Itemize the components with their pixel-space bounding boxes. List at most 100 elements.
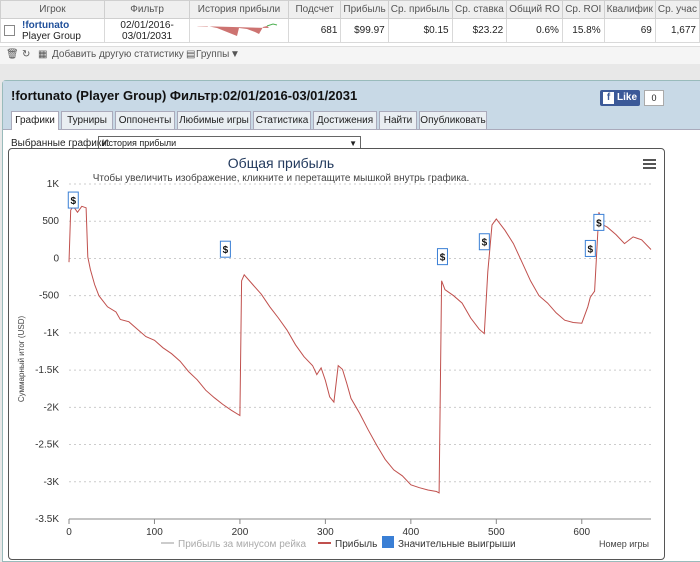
x-tick-label: 200 bbox=[232, 527, 249, 538]
svg-text:$: $ bbox=[596, 218, 602, 229]
menu-icon[interactable] bbox=[643, 159, 656, 169]
player-checkbox[interactable] bbox=[4, 25, 15, 36]
qualified-cell: 69 bbox=[603, 18, 656, 43]
col-header[interactable]: Фильтр bbox=[103, 0, 191, 19]
big-win-marker[interactable]: $ bbox=[436, 248, 448, 266]
player-cell: !fortunato Player Group bbox=[0, 18, 105, 43]
tab-tournaments[interactable]: Турниры bbox=[61, 111, 113, 129]
facebook-like-count: 0 bbox=[644, 90, 664, 106]
profit-chart-svg[interactable]: Общая прибыль Чтобы увеличить изображени… bbox=[9, 149, 664, 559]
groups-button[interactable]: Группы bbox=[196, 49, 230, 60]
y-axis-label: Суммарный итог (USD) bbox=[17, 316, 26, 403]
tab-favorite-games[interactable]: Любимые игры bbox=[177, 111, 251, 129]
x-axis-label: Номер игры bbox=[599, 539, 649, 549]
col-header[interactable]: Прибыль bbox=[340, 0, 389, 19]
col-header[interactable]: Ср. ROI bbox=[561, 0, 605, 19]
svg-text:$: $ bbox=[223, 245, 229, 256]
profit-cell: $99.97 bbox=[340, 18, 389, 43]
big-win-marker[interactable]: $ bbox=[478, 233, 490, 251]
svg-text:$: $ bbox=[440, 253, 446, 264]
col-header[interactable]: Ср. учас bbox=[654, 0, 700, 19]
x-tick-label: 0 bbox=[66, 527, 72, 538]
facebook-like-button[interactable]: f Like bbox=[600, 90, 640, 106]
col-header[interactable]: Квалифик bbox=[603, 0, 656, 19]
big-win-marker[interactable]: $ bbox=[219, 240, 231, 258]
table-row[interactable]: !fortunato Player Group 02/01/2016- 03/0… bbox=[0, 18, 700, 43]
y-tick-label: -3.5K bbox=[35, 514, 59, 525]
y-tick-label: -500 bbox=[39, 291, 59, 302]
facebook-like-label: Like bbox=[617, 92, 638, 103]
filter-end: 03/01/2031 bbox=[122, 30, 173, 42]
chart-series bbox=[68, 205, 652, 494]
x-tick-label: 600 bbox=[573, 527, 590, 538]
profit-chart[interactable]: Общая прибыль Чтобы увеличить изображени… bbox=[8, 148, 665, 560]
tab-achievements[interactable]: Достижения bbox=[313, 111, 377, 129]
y-tick-label: -1.5K bbox=[35, 365, 59, 376]
legend-rake[interactable]: Прибыль за минусом рейка bbox=[178, 538, 307, 550]
chart-title: Общая прибыль bbox=[228, 155, 334, 171]
avg-profit-cell: $0.15 bbox=[387, 18, 453, 43]
svg-text:$: $ bbox=[482, 238, 488, 249]
filter-start: 02/01/2016- bbox=[120, 19, 174, 31]
facebook-icon: f bbox=[603, 92, 614, 104]
chart-subtitle: Чтобы увеличить изображение, кликните и … bbox=[93, 172, 470, 184]
filter-cell: 02/01/2016- 03/01/2031 bbox=[103, 18, 191, 43]
table-header-row: Игрок Фильтр История прибыли Подсчет При… bbox=[0, 0, 700, 19]
col-header[interactable]: История прибыли bbox=[189, 0, 289, 19]
avg-stake-cell: $23.22 bbox=[451, 18, 508, 43]
legend-profit[interactable]: Прибыль bbox=[335, 538, 377, 550]
profit-sparkline bbox=[197, 23, 278, 36]
col-header[interactable]: Ср. ставка bbox=[451, 0, 508, 19]
col-header[interactable]: Ср. прибыль bbox=[387, 0, 453, 19]
total-roi-cell: 0.6% bbox=[506, 18, 563, 43]
tab-find[interactable]: Найти bbox=[379, 111, 417, 129]
refresh-icon[interactable]: ↻ bbox=[22, 49, 31, 60]
x-tick-label: 500 bbox=[488, 527, 505, 538]
x-tick-label: 300 bbox=[317, 527, 334, 538]
y-tick-label: 1K bbox=[47, 179, 60, 190]
big-win-marker[interactable]: $ bbox=[593, 213, 605, 231]
tab-opponents[interactable]: Оппоненты bbox=[115, 111, 175, 129]
panel-title: !fortunato (Player Group) Фильтр:02/01/2… bbox=[11, 88, 358, 103]
big-win-marker[interactable]: $ bbox=[67, 191, 79, 209]
col-header[interactable]: Общий RO bbox=[506, 0, 563, 19]
stats-table-area: Игрок Фильтр История прибыли Подсчет При… bbox=[0, 0, 700, 64]
y-tick-label: -1K bbox=[43, 328, 59, 339]
y-tick-label: 500 bbox=[42, 216, 59, 227]
avg-entrants-cell: 1,677 bbox=[654, 18, 700, 43]
x-tick-label: 100 bbox=[146, 527, 163, 538]
chart-legend: Прибыль за минусом рейка Прибыль Значите… bbox=[161, 536, 516, 550]
tab-charts[interactable]: Графики bbox=[11, 111, 59, 130]
legend-big-wins[interactable]: Значительные выигрыши bbox=[398, 539, 516, 550]
tab-publish[interactable]: Опубликовать bbox=[419, 111, 487, 129]
chevron-down-icon[interactable]: ▼ bbox=[230, 49, 240, 60]
col-header[interactable]: Игрок bbox=[0, 0, 105, 19]
count-cell: 681 bbox=[287, 18, 342, 43]
y-tick-label: -2K bbox=[43, 402, 59, 413]
y-tick-label: 0 bbox=[53, 253, 59, 264]
y-tick-label: -3K bbox=[43, 477, 59, 488]
selected-charts-label: Выбранные графики: bbox=[11, 138, 110, 149]
svg-text:$: $ bbox=[70, 196, 76, 207]
profit-sparkline-cell bbox=[189, 18, 289, 43]
chart-select-value: История прибыли bbox=[102, 138, 177, 148]
tab-bar: Графики Турниры Оппоненты Любимые игры С… bbox=[3, 109, 700, 130]
big-win-marker[interactable]: $ bbox=[584, 239, 596, 257]
profit-line[interactable] bbox=[68, 205, 652, 494]
chevron-down-icon: ▼ bbox=[349, 139, 357, 148]
avg-roi-cell: 15.8% bbox=[561, 18, 605, 43]
table-toolbar: 🗑 ↻ ▦ Добавить другую статистику ▤ Групп… bbox=[0, 46, 700, 64]
trash-icon[interactable]: 🗑 bbox=[6, 49, 19, 60]
axis-labels: 1K 500 0 -500 -1K -1.5K -2K -2.5K -3K -3.5K 0 100 20… bbox=[35, 179, 590, 538]
groups-icon: ▤ bbox=[186, 49, 196, 60]
add-stat-icon: ▦ bbox=[38, 49, 48, 60]
tab-statistics[interactable]: Статистика bbox=[253, 111, 311, 129]
player-name-link[interactable]: !fortunato bbox=[22, 19, 70, 31]
player-group: Player Group bbox=[22, 30, 81, 42]
chart-grid bbox=[68, 183, 651, 524]
svg-text:$: $ bbox=[588, 244, 594, 255]
col-header[interactable]: Подсчет bbox=[287, 0, 342, 19]
panel-header: !fortunato (Player Group) Фильтр:02/01/2… bbox=[3, 81, 700, 109]
x-tick-label: 400 bbox=[403, 527, 420, 538]
add-stat-button[interactable]: Добавить другую статистику bbox=[52, 49, 184, 60]
